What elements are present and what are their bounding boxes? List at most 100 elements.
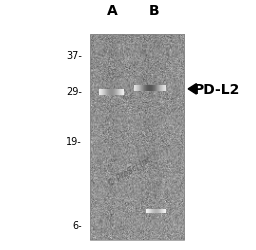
Bar bbox=[150, 209, 151, 213]
Bar bbox=[156, 86, 157, 92]
Bar bbox=[118, 90, 119, 95]
Bar bbox=[144, 86, 145, 92]
Bar bbox=[152, 86, 153, 92]
Bar bbox=[113, 90, 114, 95]
Bar bbox=[161, 209, 162, 213]
Bar bbox=[158, 86, 159, 92]
Bar bbox=[147, 209, 148, 213]
Bar bbox=[145, 86, 146, 92]
Bar bbox=[164, 209, 165, 213]
Bar bbox=[156, 209, 157, 213]
Bar bbox=[154, 209, 155, 213]
Bar bbox=[163, 86, 164, 92]
Bar bbox=[106, 90, 107, 95]
Bar bbox=[90, 35, 184, 240]
Bar bbox=[101, 90, 102, 95]
Bar bbox=[117, 90, 118, 95]
Bar bbox=[136, 86, 137, 92]
Bar bbox=[148, 209, 149, 213]
Bar bbox=[113, 90, 114, 95]
Bar bbox=[135, 86, 136, 92]
Bar bbox=[134, 86, 135, 92]
Bar bbox=[119, 90, 120, 95]
Text: A: A bbox=[107, 4, 118, 18]
Bar bbox=[108, 90, 109, 95]
Bar bbox=[164, 209, 165, 213]
Bar bbox=[101, 90, 102, 95]
Bar bbox=[99, 90, 100, 95]
Bar bbox=[143, 86, 144, 92]
Bar bbox=[163, 209, 164, 213]
Bar bbox=[115, 90, 116, 95]
Bar bbox=[117, 90, 118, 95]
Bar bbox=[146, 86, 147, 92]
Bar bbox=[152, 209, 153, 213]
Bar bbox=[146, 86, 147, 92]
Bar bbox=[157, 86, 158, 92]
Bar bbox=[148, 86, 149, 92]
Bar bbox=[164, 86, 165, 92]
Bar bbox=[121, 90, 122, 95]
Bar bbox=[162, 209, 163, 213]
Bar bbox=[149, 86, 150, 92]
Text: 37-: 37- bbox=[66, 51, 82, 61]
Bar bbox=[157, 209, 158, 213]
Text: © ProSci Inc.: © ProSci Inc. bbox=[106, 152, 155, 188]
Bar bbox=[122, 90, 123, 95]
Bar bbox=[162, 86, 163, 92]
Bar bbox=[137, 86, 138, 92]
Bar bbox=[106, 90, 107, 95]
Bar bbox=[164, 86, 165, 92]
Bar bbox=[160, 209, 161, 213]
Bar bbox=[152, 209, 153, 213]
Bar bbox=[152, 86, 153, 92]
Bar bbox=[158, 209, 159, 213]
Bar bbox=[141, 86, 142, 92]
Bar bbox=[140, 86, 141, 92]
Bar bbox=[150, 209, 151, 213]
Bar bbox=[149, 209, 150, 213]
Bar bbox=[163, 209, 164, 213]
Bar bbox=[134, 86, 135, 92]
Bar bbox=[108, 90, 109, 95]
Bar bbox=[143, 86, 144, 92]
Bar bbox=[159, 209, 160, 213]
Bar bbox=[155, 86, 156, 92]
Bar bbox=[149, 86, 150, 92]
Bar bbox=[140, 86, 141, 92]
Bar bbox=[110, 90, 111, 95]
Bar bbox=[102, 90, 103, 95]
Bar bbox=[153, 209, 154, 213]
Bar bbox=[149, 209, 150, 213]
Bar bbox=[155, 86, 156, 92]
Bar bbox=[114, 90, 115, 95]
Bar bbox=[162, 86, 163, 92]
Bar bbox=[148, 209, 149, 213]
Bar bbox=[151, 86, 152, 92]
Bar bbox=[156, 209, 157, 213]
Bar bbox=[114, 90, 115, 95]
Bar bbox=[157, 209, 158, 213]
Bar bbox=[151, 86, 152, 92]
Bar bbox=[121, 90, 122, 95]
Bar bbox=[161, 209, 162, 213]
Bar bbox=[153, 86, 154, 92]
Bar bbox=[154, 209, 155, 213]
Text: B: B bbox=[148, 4, 159, 18]
Bar bbox=[155, 209, 156, 213]
Bar bbox=[112, 90, 113, 95]
Bar bbox=[165, 86, 166, 92]
Bar bbox=[116, 90, 117, 95]
Bar bbox=[146, 209, 147, 213]
Bar bbox=[105, 90, 106, 95]
Bar bbox=[119, 90, 120, 95]
Bar bbox=[151, 209, 152, 213]
Bar bbox=[139, 86, 140, 92]
Bar bbox=[105, 90, 106, 95]
Bar bbox=[105, 90, 106, 95]
Bar bbox=[99, 90, 100, 95]
Bar bbox=[161, 86, 162, 92]
Bar bbox=[112, 90, 113, 95]
Bar bbox=[160, 86, 161, 92]
Bar bbox=[111, 90, 112, 95]
